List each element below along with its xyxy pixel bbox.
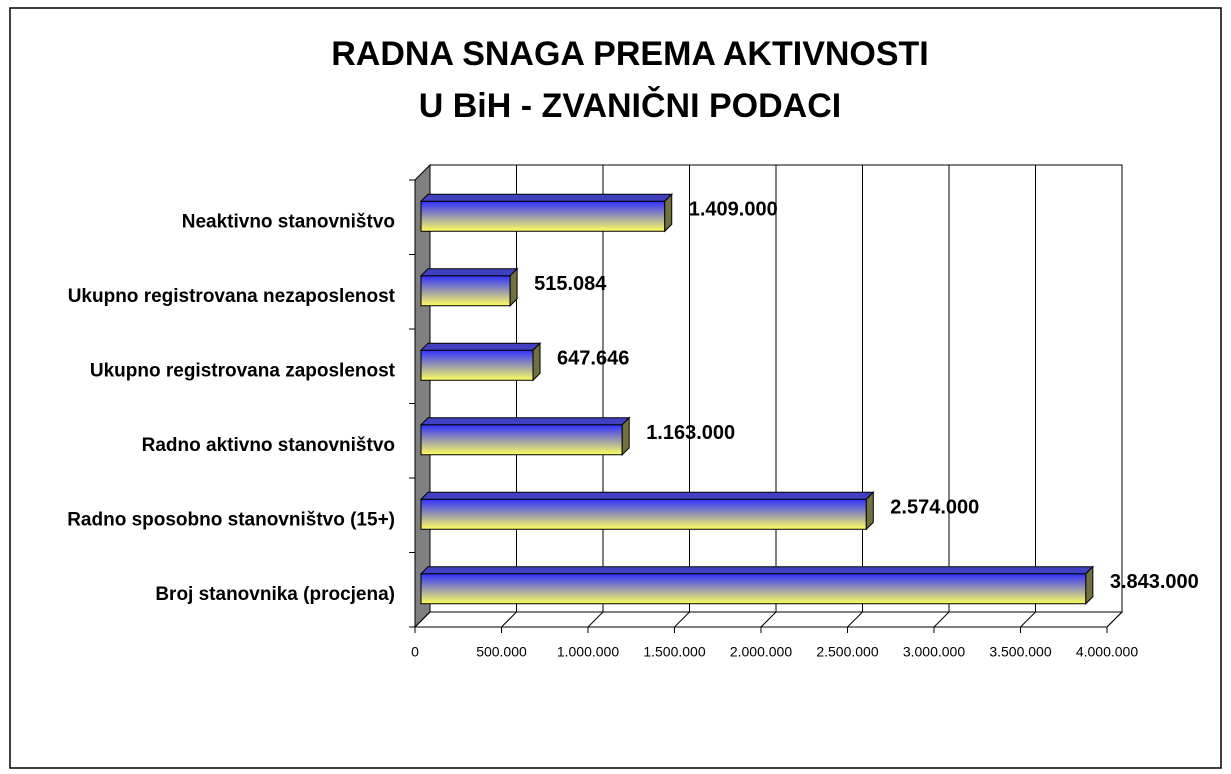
data-label: 2.574.000 [890,497,979,519]
bar-top [419,491,875,500]
grid-line [1020,611,1036,628]
x-tick-label: 0 [411,644,419,660]
data-label: 515.084 [534,273,607,295]
x-tick-label: 4.000.000 [1076,644,1138,660]
bar-side [509,267,518,307]
bar [420,424,623,456]
bar [420,349,534,381]
data-label: 3.843.000 [1110,571,1199,593]
data-label: 647.646 [557,348,629,370]
x-tick-label: 3.500.000 [989,644,1051,660]
y-tick-label: Radno sposobno stanovništvo (15+) [67,509,395,530]
bar [420,200,666,232]
side-wall [414,163,431,629]
grid-line [674,611,690,628]
bar [420,498,867,530]
bar-top [419,193,673,202]
chart-title: RADNA SNAGA PREMA AKTIVNOSTI [331,35,929,73]
y-tick-label: Broj stanovnika (procjena) [155,584,395,605]
bar-top [419,566,1095,575]
grid-line [760,611,777,628]
grid-line [587,611,604,628]
y-tick-label: Ukupno registrovana zaposlenost [90,360,396,381]
y-tick-label: Radno aktivno stanovništvo [142,435,395,456]
y-tick-label: Ukupno registrovana nezaposlenost [68,286,396,307]
data-label: 1.163.000 [646,422,735,444]
x-tick-label: 2.000.000 [730,644,792,660]
bar [420,275,511,307]
x-tick-label: 3.000.000 [903,644,965,660]
x-tick-label: 1.500.000 [643,644,705,660]
bar-side [664,193,673,233]
bar [420,573,1087,605]
bar-top [419,417,631,426]
y-tick-label: Neaktivno stanovništvo [182,211,395,232]
bar-top [419,268,519,277]
bar-side [532,342,541,382]
grid-line [1106,611,1123,628]
data-label: 1.409.000 [689,199,778,221]
grid-line [933,611,950,628]
bar-top [419,342,542,351]
chart-title: U BiH - ZVANIČNI PODACI [419,86,841,125]
bar-side [865,491,874,531]
grid-line [414,611,431,628]
bar-side [621,416,630,456]
bar-side [1085,565,1094,605]
grid-line [847,611,863,628]
x-tick-label: 500.000 [476,644,527,660]
x-tick-label: 1.000.000 [557,644,619,660]
x-tick-label: 2.500.000 [816,644,878,660]
grid-line [501,611,517,628]
